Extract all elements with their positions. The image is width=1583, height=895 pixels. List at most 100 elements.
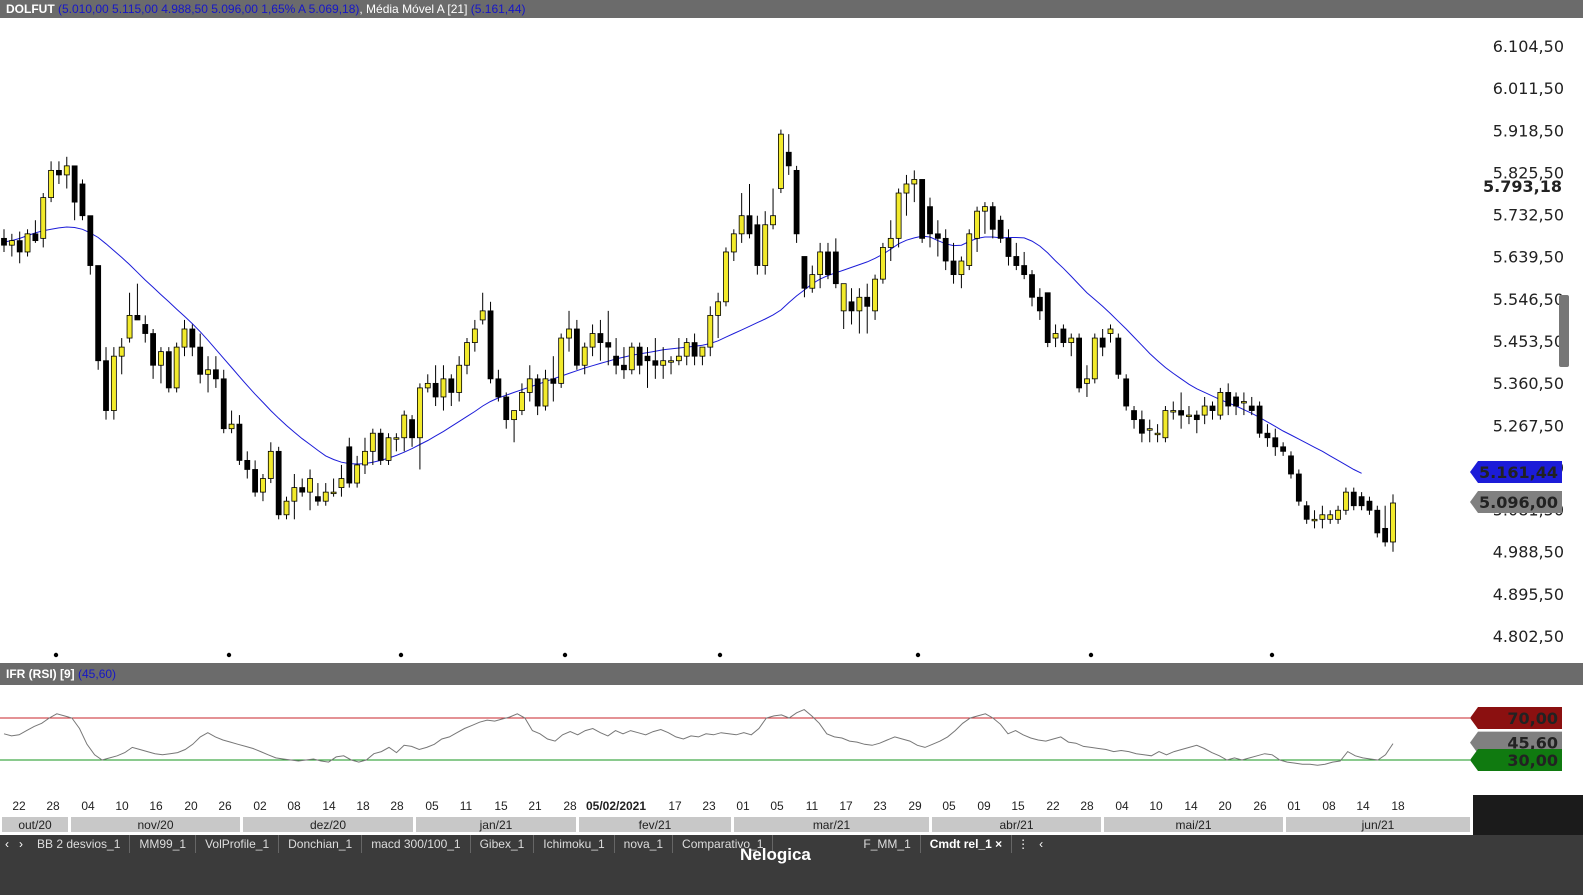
candle-body: [448, 378, 455, 393]
symbol-label: DOLFUT: [6, 2, 55, 16]
candle-body: [181, 328, 188, 348]
y-tick-label: 4.895,50: [1493, 585, 1564, 604]
tab-bb-2-desvios[interactable]: BB 2 desvios_1: [28, 835, 131, 853]
candle-body: [283, 500, 290, 516]
candle-body: [1374, 509, 1381, 534]
rsi-value-badge-bg: [1470, 731, 1562, 754]
tab-f-mm[interactable]: F_MM_1: [773, 835, 921, 853]
candle-body: [189, 328, 196, 348]
candle-body: [895, 192, 902, 239]
candle-body: [1099, 337, 1106, 348]
x-tick-label: 04: [81, 799, 95, 813]
candle-body: [126, 314, 133, 339]
price-header: DOLFUT (5.010,00 5.115,00 4.988,50 5.096…: [0, 0, 1583, 18]
tab-nova[interactable]: nova_1: [615, 835, 674, 853]
candle-body: [377, 432, 384, 461]
nav-right-arrow-icon[interactable]: ›: [19, 837, 23, 851]
candle-body: [1225, 392, 1232, 407]
x-tick-label: 01: [1287, 799, 1301, 813]
x-tick-label: 11: [460, 799, 473, 813]
candle-body: [236, 423, 243, 461]
x-tick-label: 16: [149, 799, 163, 813]
candle-body: [597, 333, 604, 343]
candle-body: [440, 378, 447, 398]
tab-comparativo[interactable]: Comparativo_1: [673, 835, 774, 853]
last-price-badge-bg: [1470, 491, 1562, 513]
candle-body: [887, 237, 894, 248]
month-label: fev/21: [639, 818, 672, 832]
candle-body: [1021, 265, 1028, 276]
tab-donchian[interactable]: Donchian_1: [279, 835, 363, 853]
rsi-value: (45,60): [78, 667, 117, 681]
x-tick-label: 21: [528, 799, 542, 813]
candle-body: [205, 369, 211, 375]
tab-mm99[interactable]: MM99_1: [130, 835, 197, 853]
candle-body: [738, 215, 745, 235]
ma-indicator-value: (5.161,44): [470, 2, 526, 16]
candle-body: [1201, 405, 1208, 416]
tab-gibex[interactable]: Gibex_1: [471, 835, 535, 853]
candle-body: [346, 446, 353, 484]
candle-body: [542, 378, 549, 407]
y-tick-label: 6.011,50: [1493, 79, 1564, 98]
collapse-left-icon[interactable]: ‹: [1039, 837, 1044, 851]
candle-body: [503, 396, 510, 421]
candle-body: [118, 346, 125, 357]
candle-body: [856, 296, 863, 312]
candle-body: [1303, 505, 1310, 520]
candle-body: [1178, 410, 1185, 416]
nav-left-arrow-icon[interactable]: ‹: [5, 837, 9, 851]
tab-cmdt-rel[interactable]: Cmdt rel_1 ×: [921, 835, 1013, 853]
candle-body: [903, 183, 910, 194]
candle-body: [934, 233, 941, 239]
candle-body: [479, 310, 486, 321]
candle-body: [1131, 410, 1137, 421]
candle-body: [134, 314, 141, 321]
close-icon[interactable]: ×: [995, 837, 1003, 851]
x-tick-label: 05/02/2021: [586, 799, 646, 813]
candle-body: [24, 233, 31, 253]
scroll-handle[interactable]: [1559, 295, 1569, 367]
candle-body: [322, 491, 329, 502]
candle-body: [228, 423, 235, 430]
month-band: [1286, 817, 1470, 832]
candle-body: [1390, 502, 1396, 543]
more-icon[interactable]: ⋮: [1017, 837, 1030, 851]
candle-body: [942, 237, 949, 262]
candle-body: [872, 278, 878, 312]
candle-body: [1217, 392, 1224, 416]
candle-body: [291, 487, 298, 502]
ma-value-badge-text: 5.161,44: [1479, 463, 1558, 482]
candle-body: [832, 251, 839, 285]
candle-body: [1233, 396, 1239, 407]
candle-body: [825, 251, 831, 276]
y-tick-label: 4.988,50: [1493, 543, 1564, 562]
x-tick-label: 10: [115, 799, 129, 813]
x-tick-label: 22: [1046, 799, 1060, 813]
candle-body: [1295, 473, 1302, 502]
x-tick-label: 26: [218, 799, 232, 813]
x-tick-label: 01: [736, 799, 750, 813]
month-label: out/20: [18, 818, 52, 832]
x-tick-label: 28: [46, 799, 60, 813]
candle-body: [809, 274, 816, 289]
candle-body: [864, 296, 871, 307]
candle-body: [79, 183, 86, 217]
tab-volprofile[interactable]: VolProfile_1: [196, 835, 280, 853]
tab-macd[interactable]: macd 300/100_1: [362, 835, 471, 853]
candle-body: [87, 215, 94, 266]
candle-body: [746, 215, 753, 235]
month-band: [416, 817, 576, 832]
candle-body: [675, 355, 682, 362]
tab-ichimoku[interactable]: Ichimoku_1: [534, 835, 615, 853]
candle-body: [487, 310, 494, 380]
tab-cmdt-rel-label: Cmdt rel_1: [929, 837, 992, 851]
nelogica-logo: Nelogica: [740, 845, 811, 864]
candle-body: [1319, 514, 1326, 520]
candle-body: [730, 233, 737, 253]
x-tick-label: 14: [1356, 799, 1370, 813]
candle-body: [1123, 378, 1130, 407]
x-tick-label: 10: [1149, 799, 1163, 813]
x-tick-label: 18: [1391, 799, 1405, 813]
